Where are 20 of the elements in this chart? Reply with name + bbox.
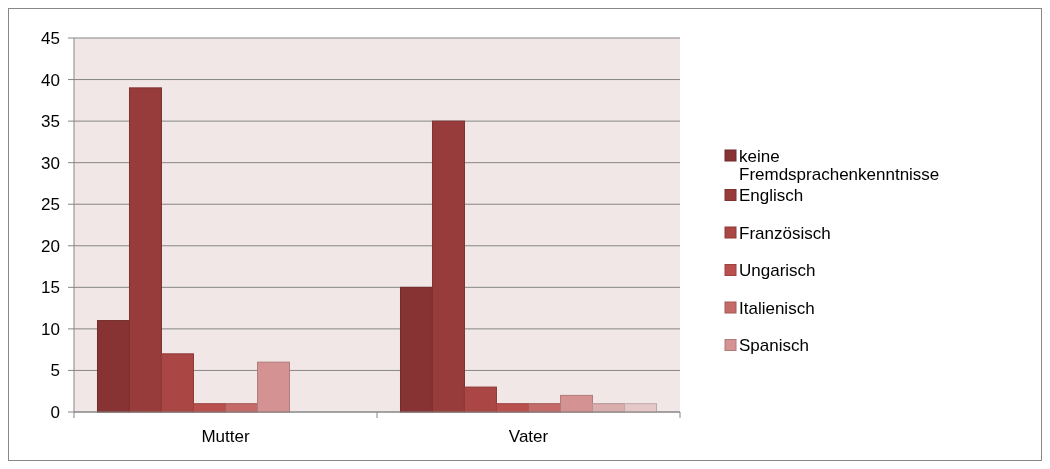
y-tick-label: 10: [41, 319, 60, 339]
x-tick-label: Mutter: [201, 427, 250, 446]
y-tick-label: 5: [50, 361, 60, 381]
legend-label: Englisch: [739, 186, 804, 206]
legend-label: Spanisch: [739, 336, 809, 356]
y-tick-label: 0: [50, 402, 60, 422]
legend-label: Französisch: [739, 223, 831, 243]
legend-label: keine Fremdsprachenkenntnisse: [739, 146, 940, 184]
legend-label: Ungarisch: [739, 261, 816, 281]
y-tick-label: 20: [41, 236, 60, 256]
y-tick-label: 15: [41, 278, 60, 298]
legend-label: Italienisch: [739, 298, 815, 318]
bar: [560, 394, 594, 413]
y-tick-label: 45: [41, 28, 60, 48]
y-tick-label: 25: [41, 195, 60, 215]
y-tick-label: 35: [41, 112, 60, 132]
bar: [257, 361, 291, 413]
y-tick-label: 30: [41, 153, 60, 173]
x-tick-label: Vater: [508, 427, 549, 446]
y-tick-label: 40: [41, 70, 60, 90]
